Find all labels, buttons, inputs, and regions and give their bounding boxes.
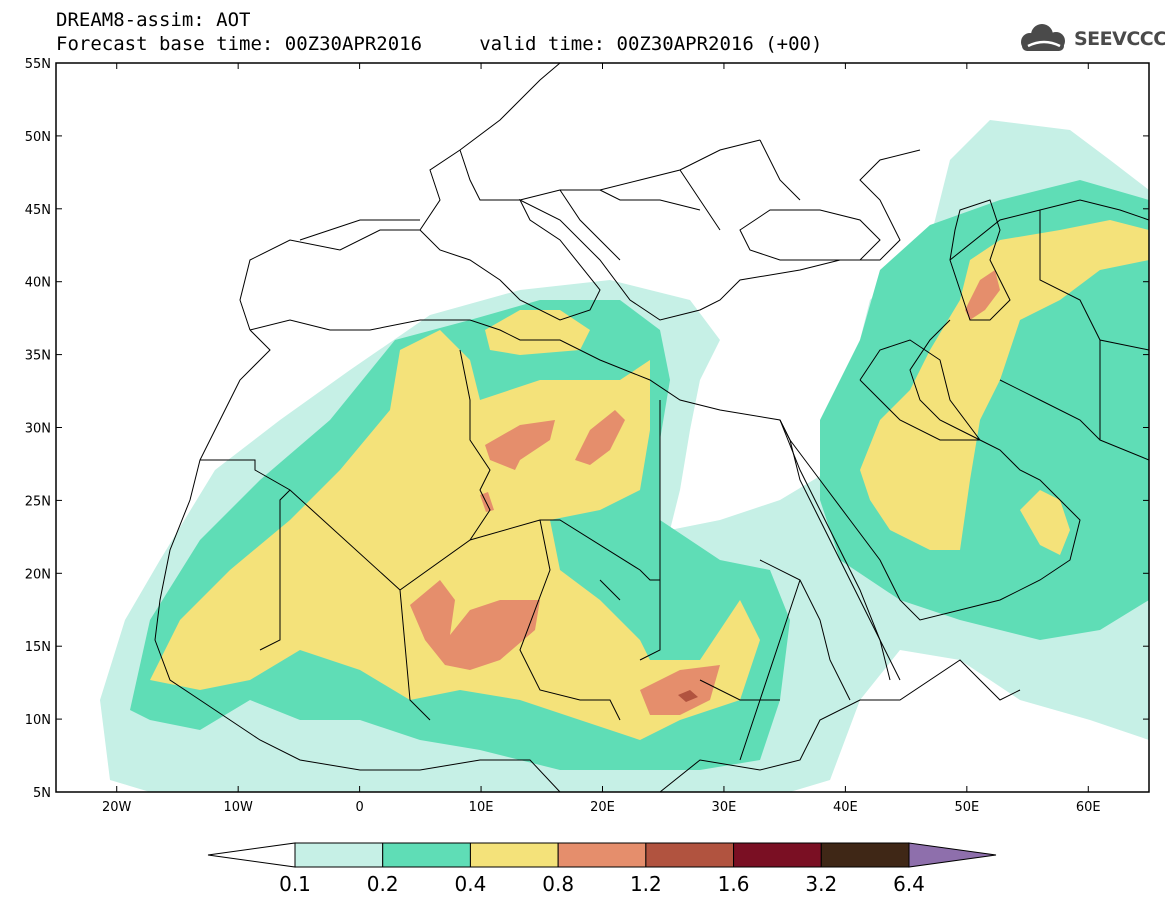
colorbar-segment (820, 842, 910, 868)
colorbar-under-triangle (207, 842, 296, 868)
colorbar-segments (207, 842, 997, 868)
lat-axis: 55N 50N 45N 40N 35N 30N 25N 20N 15N 10N 5N (25, 57, 1149, 801)
colorbar-label: 3.2 (805, 872, 837, 896)
lat-tick-label: 45N (25, 203, 51, 218)
colorbar-segment (557, 842, 647, 868)
aot-band-0.8-1.2-d (640, 665, 720, 715)
lat-tick-label: 25N (25, 494, 51, 509)
caspian-coastline (949, 199, 1011, 321)
lat-tick-label: 35N (25, 349, 51, 364)
colorbar-segment (294, 842, 384, 868)
lon-tick-label: 60E (1076, 800, 1101, 815)
colorbar-segment (469, 842, 559, 868)
lat-tick-label: 55N (25, 57, 51, 72)
lon-axis: 20W 10W 0 10E 20E 30E 40E 50E 60E (102, 63, 1101, 815)
lat-tick-label: 10N (25, 713, 51, 728)
aot-band-0.8-1.2-a (485, 420, 555, 470)
east-africa-borders (699, 559, 851, 761)
aot-band-1.2-1.6 (678, 690, 698, 702)
aot-band-0.8-1.2-e (965, 270, 1000, 320)
colorbar-over-triangle (908, 842, 997, 868)
lon-tick-label: 50E (954, 800, 979, 815)
colorbar-label: 1.2 (630, 872, 662, 896)
colorbar-label: 0.1 (279, 872, 311, 896)
country-borders (154, 63, 1149, 792)
aot-band-0.4-0.8-east (860, 220, 1149, 550)
middle-east-borders (859, 199, 1149, 461)
map-title: DREAM8-assim: AOT (56, 9, 251, 31)
lon-tick-label: 30E (712, 800, 737, 815)
colorbar-label: 6.4 (893, 872, 925, 896)
cloud-icon (1021, 24, 1065, 51)
colorbar-label: 1.6 (718, 872, 750, 896)
colorbar-label: 0.4 (455, 872, 487, 896)
europe-coastline (239, 63, 921, 331)
lat-tick-label: 50N (25, 130, 51, 145)
arabia-coastline (779, 319, 1081, 621)
seevccc-logo (1021, 24, 1065, 51)
colorbar-labels: 0.1 0.2 0.4 0.8 1.2 1.6 3.2 6.4 (279, 872, 925, 896)
aot-band-0.4-0.8-north (485, 310, 590, 355)
lon-tick-label: 20W (102, 800, 132, 815)
red-sea-coastline (779, 419, 891, 681)
colorbar-segment (733, 842, 822, 868)
colorbar-label: 0.2 (367, 872, 399, 896)
africa-coastline (154, 319, 1021, 792)
aot-contours (100, 120, 1149, 792)
lon-tick-label: 40E (833, 800, 858, 815)
lat-tick-label: 20N (25, 567, 51, 582)
sahara-borders (200, 349, 661, 721)
aot-band-0.8-1.2-c (410, 580, 540, 670)
aot-band-0.8-1.2-b (575, 410, 625, 465)
lon-tick-label: 20E (590, 800, 615, 815)
lon-tick-label: 10W (223, 800, 253, 815)
colorbar-label: 0.8 (542, 872, 574, 896)
logo-text: SEEVCCC (1074, 28, 1165, 50)
lat-tick-label: 30N (25, 422, 51, 437)
aot-band-0.4-0.8-gulf (1020, 490, 1070, 555)
lon-tick-label: 10E (469, 800, 494, 815)
lat-tick-label: 15N (25, 640, 51, 655)
lon-tick-label: 0 (355, 800, 363, 815)
black-sea-coastline (739, 209, 881, 261)
europe-borders (299, 139, 801, 261)
lat-tick-label: 5N (33, 786, 51, 801)
forecast-time-subtitle: Forecast base time: 00Z30APR2016 valid t… (56, 33, 823, 55)
lat-tick-label: 40N (25, 276, 51, 291)
colorbar-segment (382, 842, 471, 868)
colorbar-segment (645, 842, 735, 868)
